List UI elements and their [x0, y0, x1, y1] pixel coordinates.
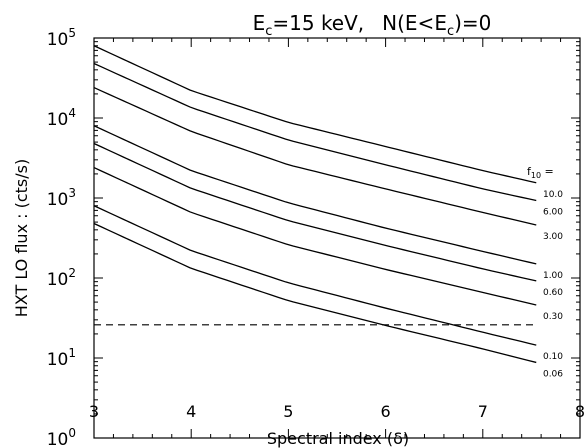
x-axis-ticks: 3 4 5 6 7 8 [89, 38, 585, 438]
title-close-eq0: )=0 [454, 11, 491, 35]
series-line [93, 45, 537, 184]
y-tick-exp: 4 [68, 106, 76, 120]
title-c-sub: c [265, 24, 272, 39]
legend-title: f10 = [527, 165, 554, 180]
x-axis-label: Spectral index (δ) [267, 429, 409, 448]
chart-title: Ec=15 keV, N(E<Ec)=0 [253, 11, 492, 39]
legend-title-suffix: = [541, 165, 554, 178]
y-tick-label: 103 [47, 186, 76, 210]
series-label: 6.00 [543, 208, 563, 218]
series-label: 0.60 [543, 288, 563, 298]
y-tick-label: 102 [47, 266, 76, 290]
x-tick-label: 7 [478, 402, 488, 421]
y-tick-label: 105 [47, 26, 76, 50]
series-label: 0.10 [543, 352, 563, 362]
y-tick-label: 100 [47, 426, 76, 448]
y-tick-base: 10 [47, 430, 69, 448]
series-line [93, 86, 537, 226]
title-eq15: =15 keV, [272, 11, 364, 35]
series-layer: 10.0 6.00 3.00 1.00 0.60 0.30 0.10 0.06 [93, 45, 563, 379]
x-tick-label: 6 [381, 402, 391, 421]
y-tick-exp: 3 [68, 186, 76, 200]
series-label: 1.00 [543, 271, 563, 281]
series-line [93, 166, 537, 306]
plot-frame [93, 37, 581, 439]
y-tick-label: 101 [47, 346, 76, 370]
title-c-sub2: c [447, 24, 454, 39]
x-tick-label: 5 [283, 402, 293, 421]
y-tick-label: 104 [47, 106, 76, 130]
series-label: 0.30 [543, 312, 563, 322]
y-tick-base: 10 [47, 190, 69, 210]
y-tick-base: 10 [47, 350, 69, 370]
legend-title-sub: 10 [531, 171, 541, 180]
title-n-open: N(E<E [382, 11, 447, 35]
series-line [93, 205, 537, 346]
y-axis-label: HXT LO flux : (cts/s) [12, 159, 31, 317]
title-e: E [253, 11, 266, 35]
series-line [93, 222, 537, 364]
x-tick-label: 8 [575, 402, 585, 421]
legend-title-f: f [527, 165, 532, 178]
y-tick-base: 10 [47, 110, 69, 130]
y-tick-exp: 2 [68, 266, 76, 280]
y-tick-exp: 0 [68, 426, 76, 440]
y-tick-base: 10 [47, 30, 69, 50]
series-line [93, 62, 537, 202]
series-label: 3.00 [543, 232, 563, 242]
series-line [93, 125, 537, 265]
y-tick-exp: 1 [68, 346, 76, 360]
x-tick-label: 3 [89, 402, 99, 421]
series-line [93, 142, 537, 282]
y-tick-exp: 5 [68, 26, 76, 40]
x-tick-label: 4 [186, 402, 196, 421]
series-label: 0.06 [543, 369, 563, 379]
series-label: 10.0 [543, 190, 563, 200]
y-tick-base: 10 [47, 270, 69, 290]
